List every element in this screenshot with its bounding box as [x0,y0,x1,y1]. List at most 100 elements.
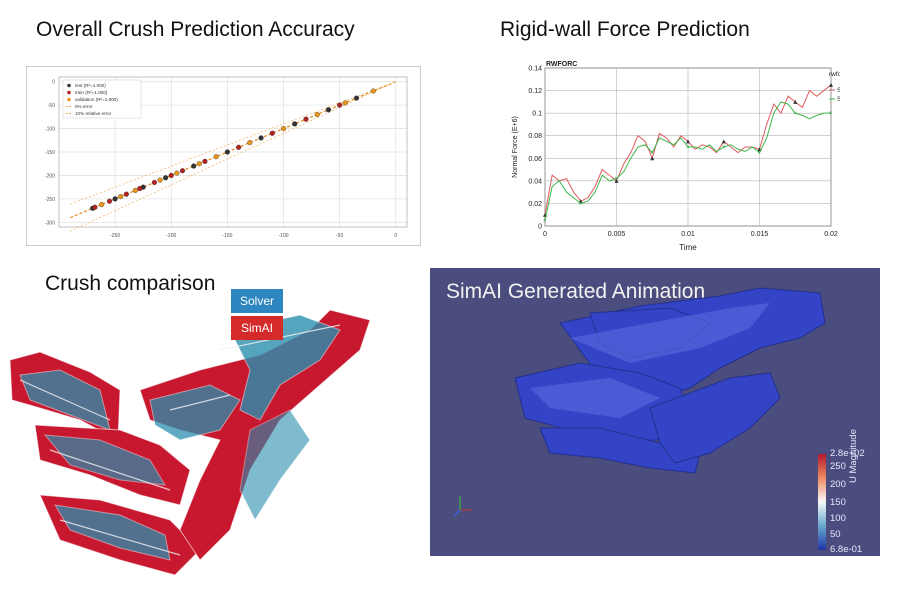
scatter-point [92,204,98,210]
x-tick-label: 0 [394,233,397,239]
colorbar-tick: 250 [830,461,846,472]
legend-label: SimAI predi [837,97,840,103]
colorbar-tick: 50 [830,529,841,540]
y-tick-label: -150 [45,150,55,156]
animation-model-image [453,287,826,550]
scatter-point [191,163,197,169]
y-tick-label: 0.02 [528,201,542,208]
force-line-chart: 0 0.005 0.01 0.015 0.02 0 0.02 0.04 0.06 0.08 0.1 0… [512,61,868,252]
y-tick-label: 0.04 [528,178,542,185]
legend-label: validation (R²=1.000) [75,97,118,102]
y-tick-label: 0.14 [528,66,542,73]
scatter-point [292,121,298,127]
legend-marker [67,97,71,102]
y-tick-label: -200 [45,173,55,179]
series-marker: × [722,145,726,151]
series-marker [829,82,833,87]
scatter-point [123,191,129,197]
force-chart-panel: 0 0.005 0.01 0.015 0.02 0 0.02 0.04 0.06 0.08 0.1 0… [505,56,868,256]
x-tick-label: -250 [110,233,120,239]
colorbar-tick: 200 [830,479,846,490]
legend-label: 0% error [75,104,93,109]
zero-error-line [69,81,397,219]
y-tick-label: -50 [48,103,55,109]
crush-model-image [9,309,371,576]
plot-frame [58,76,408,228]
colorbar-min-label: 6.8e-01 [830,544,863,555]
scatter-point [325,107,331,113]
x-tick-label: 0 [543,231,547,238]
scatter-point [202,158,208,164]
x-tick-label: -50 [336,233,343,239]
x-tick-label: 0.02 [824,231,838,238]
legend-label: test (R²=1.000) [75,83,106,88]
scatter-point [353,95,360,101]
scatter-point [151,179,157,186]
series-marker [614,178,619,183]
y-tick-label: 0 [52,80,55,86]
x-tick-label: 0.01 [681,231,695,238]
scatter-point [106,198,113,204]
scatter-point [303,116,309,122]
series-marker: × [579,201,583,207]
scatter-point [112,196,118,202]
y-tick-label: 0.12 [528,88,542,95]
scatter-point [163,175,169,181]
x-tick-label: -200 [166,233,176,239]
scatter-point [314,111,320,118]
y-tick-label: -100 [45,127,55,133]
y-tick-label: 0.08 [528,133,542,140]
series-line [544,101,831,221]
legend-marker [67,90,71,95]
simai-legend-box: SimAI [231,316,283,340]
force-title: Rigid-wall Force Prediction [500,18,750,41]
series-marker: × [686,145,690,151]
series-marker: × [543,218,547,224]
scatter-point [236,144,242,150]
legend-box [62,79,142,119]
series-marker: × [758,151,762,157]
series-marker [650,156,655,161]
series-marker: × [793,111,797,117]
scatter-point [179,168,186,174]
scatter-point [99,201,105,208]
x-tick-label: -100 [279,233,289,239]
x-axis-label: Time [679,243,697,252]
series-marker: × [650,151,654,157]
animation-viewport: SimAI Generated Animation [430,268,880,556]
crush-title: Crush comparison [45,272,216,295]
scatter-point [224,149,230,155]
scatter-point [247,140,253,146]
scatter-point [174,170,180,176]
colorbar-tick: 150 [830,497,846,508]
scatter-point [213,154,219,160]
series-marker: × [829,111,833,117]
series-marker [686,139,690,144]
scatter-point [157,177,163,183]
crush-comparison-render [0,290,380,580]
legend-label: train (R²=1.000) [75,90,108,95]
x-tick-label: 0.005 [608,231,626,238]
accuracy-title: Overall Crush Prediction Accuracy [36,18,355,41]
legend-label: Solver [837,88,840,94]
series-marker: × [615,177,619,183]
x-tick-label: -150 [222,233,232,239]
scatter-point [132,187,138,193]
y-tick-label: 0.1 [532,111,542,118]
y-tick-label: -250 [45,197,55,203]
scatter-point [280,126,287,132]
y-tick-label: 0.06 [528,156,542,163]
scatter-point [137,186,143,192]
series-marker [793,99,798,104]
scatter-point [370,88,376,94]
colorbar-max-label: 2.8e+02 [830,448,865,459]
scatter-point [118,193,124,200]
legend-title: rwforc/forces [829,71,840,78]
scatter-point [258,135,264,141]
scatter-point [342,100,348,106]
y-tick-label: 0 [538,224,542,231]
chart-title: RWFORC [546,61,577,68]
axes-triad-icon [453,496,472,517]
scatter-point [196,161,202,167]
y-axis-label: Normal Force (E+6) [512,116,519,178]
